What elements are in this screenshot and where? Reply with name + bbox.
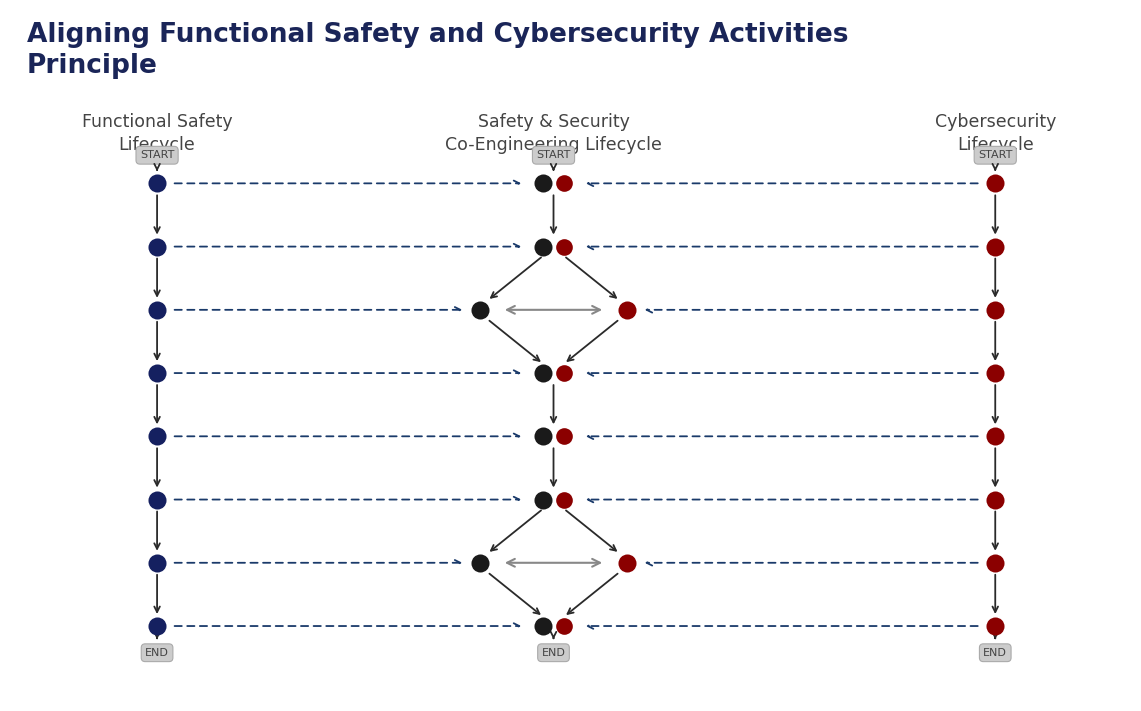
- Text: START: START: [978, 150, 1012, 160]
- Text: START: START: [536, 150, 570, 160]
- Text: Cybersecurity
Lifecycle: Cybersecurity Lifecycle: [934, 113, 1055, 154]
- Text: Aligning Functional Safety and Cybersecurity Activities
Principle: Aligning Functional Safety and Cybersecu…: [27, 22, 848, 79]
- Text: END: END: [145, 648, 169, 658]
- Text: END: END: [542, 648, 566, 658]
- Text: Functional Safety
Lifecycle: Functional Safety Lifecycle: [82, 113, 233, 154]
- Text: START: START: [140, 150, 175, 160]
- Text: Safety & Security
Co-Engineering Lifecycle: Safety & Security Co-Engineering Lifecyc…: [445, 113, 662, 154]
- Text: END: END: [984, 648, 1008, 658]
